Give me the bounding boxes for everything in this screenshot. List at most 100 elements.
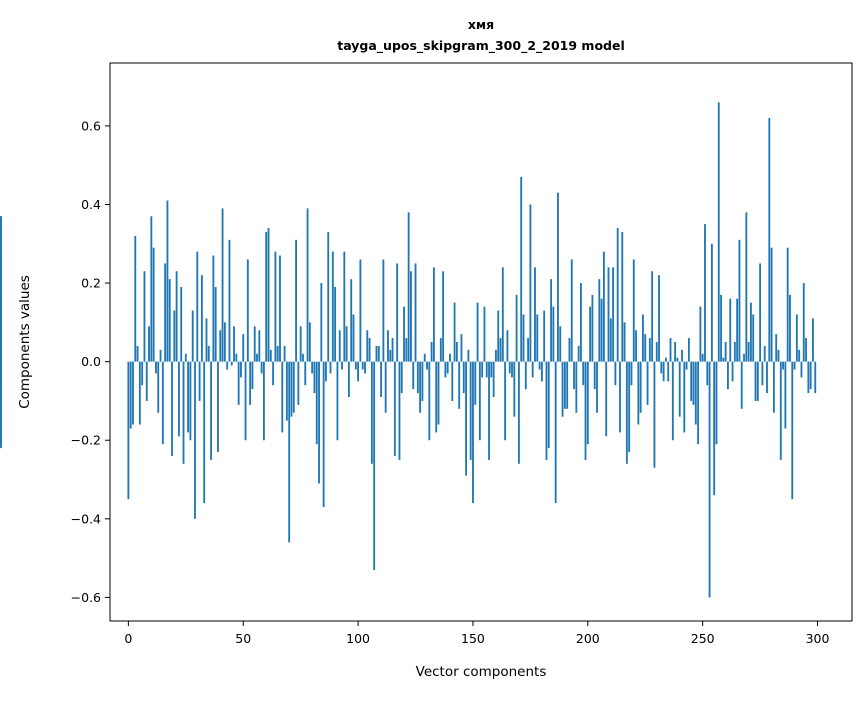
bar-component-294: [802, 283, 805, 362]
bar-component-180: [540, 361, 543, 382]
bar-component-205: [598, 279, 601, 362]
bar-component-167: [511, 361, 513, 378]
bar-component-18: [168, 279, 171, 362]
bar-component-246: [692, 361, 695, 405]
bar-component-223: [639, 361, 642, 413]
bar-component-120: [403, 306, 405, 362]
bar-component-284: [779, 361, 782, 460]
x-axis-label: Vector components: [416, 664, 547, 680]
bar-component-222: [637, 361, 640, 425]
bar-component-110: [380, 361, 382, 398]
bar-component-241: [681, 349, 683, 362]
bar-component-57: [258, 330, 261, 362]
bar-component-264: [733, 342, 736, 362]
bar-component-191: [566, 361, 569, 409]
bar-component-164: [504, 361, 507, 441]
bar-component-211: [612, 267, 615, 362]
bar-component-290: [793, 361, 796, 370]
bar-component-283: [777, 349, 780, 362]
bar-component-32: [200, 275, 203, 362]
bar-component-24: [182, 361, 185, 464]
bar-component-185: [552, 306, 555, 362]
bar-component-171: [520, 176, 523, 362]
bar-component-280: [770, 247, 773, 362]
bar-component-268: [743, 353, 745, 362]
bar-component-274: [756, 361, 759, 401]
bar-component-202: [591, 294, 594, 362]
bar-component-286: [784, 361, 787, 429]
bar-component-77: [304, 361, 307, 386]
y-tick-label: 0.4: [81, 197, 101, 212]
bar-component-64: [274, 251, 277, 362]
bar-component-36: [210, 361, 212, 460]
bar-component-102: [361, 361, 364, 370]
bar-component-161: [497, 310, 500, 362]
bar-component-92: [338, 330, 341, 362]
bar-component-133: [432, 267, 435, 362]
x-axis-ticks: 0 50 100 150 200 250 300: [124, 621, 830, 646]
bar-component-141: [451, 361, 454, 401]
bar-component-109: [377, 345, 380, 362]
bar-component-165: [506, 330, 509, 362]
bar-component-190: [563, 361, 566, 409]
bar-component-181: [543, 310, 546, 362]
bar-component-184: [550, 279, 552, 362]
bar-component-14: [159, 349, 162, 362]
chart-subtitle: tayga_upos_skipgram_300_2_2019 model: [337, 38, 625, 54]
bar-component-173: [524, 361, 527, 390]
bar-component-289: [791, 361, 794, 500]
bar-component-228: [651, 271, 654, 362]
bar-component-270: [747, 342, 750, 362]
bar-component-139: [446, 361, 449, 374]
bar-component-75: [299, 326, 302, 362]
bar-component-199: [584, 361, 587, 460]
bar-component-265: [736, 298, 739, 362]
bar-component-70: [288, 361, 291, 543]
bar-component-72: [292, 361, 295, 413]
bar-component-220: [632, 259, 635, 362]
bar-component-116: [393, 361, 396, 456]
bar-component-19: [171, 361, 173, 456]
bar-component-169: [515, 294, 518, 362]
bar-component-209: [607, 267, 610, 362]
bar-component-6: [141, 361, 144, 386]
bar-component-212: [614, 361, 617, 386]
bar-component-3: [134, 235, 137, 362]
bar-component-177: [534, 267, 536, 362]
bar-component-101: [359, 259, 362, 362]
plot-area-frame: [109, 62, 853, 622]
bar-component-250: [701, 353, 704, 362]
bar-component-100: [357, 361, 360, 382]
bar-component-266: [738, 239, 741, 362]
bar-component-113: [387, 330, 389, 362]
bar-component-142: [453, 302, 456, 362]
bar-component-252: [706, 361, 709, 386]
bar-component-1: [129, 361, 132, 429]
bar-component-96: [347, 361, 350, 398]
bar-component-200: [586, 361, 589, 445]
bar-component-81: [313, 361, 316, 394]
bar-component-25: [184, 353, 187, 362]
bar-component-263: [731, 361, 734, 382]
bar-component-293: [800, 361, 803, 378]
bar-component-49: [240, 361, 242, 378]
bar-component-260: [724, 342, 727, 362]
bar-component-129: [423, 353, 426, 362]
bar-component-12: [155, 361, 157, 374]
bar-component-29: [194, 361, 196, 519]
x-tick-label: 0: [124, 631, 132, 646]
bar-component-119: [400, 361, 403, 394]
bar-component-216: [623, 322, 626, 362]
bar-component-9: [148, 326, 150, 362]
bar-component-261: [727, 361, 729, 390]
bar-component-162: [499, 338, 502, 362]
bar-component-182: [545, 361, 548, 460]
bar-component-187: [557, 192, 559, 362]
y-axis-ticks: −0.6 −0.4 −0.2 0.0 0.2 0.4 0.6: [71, 118, 110, 605]
bar-component-5: [138, 361, 141, 425]
bar-component-291: [795, 314, 798, 362]
bar-component-262: [729, 298, 732, 362]
bar-component-93: [341, 361, 343, 370]
bar-component-276: [761, 361, 764, 386]
bar-component-194: [573, 361, 575, 390]
